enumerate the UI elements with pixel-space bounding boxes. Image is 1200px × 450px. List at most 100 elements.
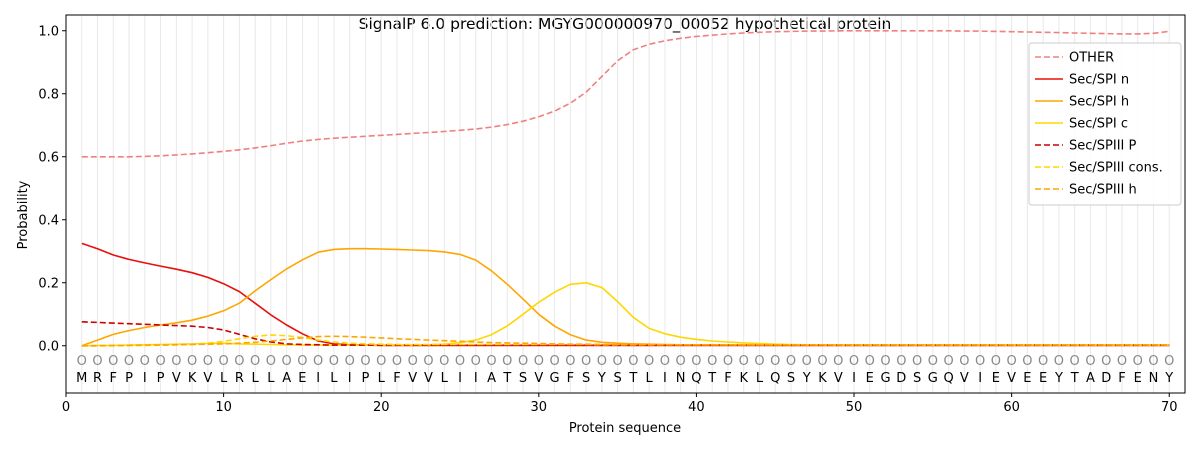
residue-marker: O [691, 354, 701, 369]
residue-letter: E [992, 371, 1000, 386]
residue-marker: O [1054, 354, 1064, 369]
series-line-sec-spi-h [81, 247, 1170, 347]
residue-letter: T [707, 371, 716, 386]
residue-marker: O [376, 354, 386, 369]
residue-letter: A [282, 371, 291, 386]
residue-letter: F [724, 371, 731, 386]
residue-letter: I [852, 371, 856, 386]
residue-letter: L [252, 371, 260, 386]
residue-letter: P [362, 371, 370, 386]
residue-letter: P [157, 371, 165, 386]
residue-letter: K [188, 371, 197, 386]
residue-letter: N [1149, 371, 1159, 386]
residue-marker: O [423, 354, 433, 369]
residue-letter: L [220, 371, 228, 386]
residue-letter: V [172, 371, 181, 386]
x-tick-label: 30 [531, 400, 548, 415]
residue-letter: T [1070, 371, 1079, 386]
series-line-sec-spi-c [81, 281, 1170, 347]
residue-letter: D [1101, 371, 1111, 386]
residue-marker: O [1007, 354, 1017, 369]
residue-marker: O [329, 354, 339, 369]
x-tick-label: 50 [846, 400, 863, 415]
residue-letter: F [110, 371, 117, 386]
residue-marker: O [959, 354, 969, 369]
x-tick-label: 0 [62, 400, 70, 415]
x-axis-label: Protein sequence [569, 421, 681, 436]
residue-marker: O [439, 354, 449, 369]
residue-letter: F [393, 371, 400, 386]
residue-marker: O [549, 354, 559, 369]
residue-marker: O [1164, 354, 1174, 369]
residue-marker: O [676, 354, 686, 369]
residue-marker: O [140, 354, 150, 369]
residue-letter: I [348, 371, 352, 386]
residue-letter: S [582, 371, 590, 386]
residue-marker: O [943, 354, 953, 369]
residue-letter: V [960, 371, 969, 386]
residue-marker: O [360, 354, 370, 369]
residue-marker: O [991, 354, 1001, 369]
series-line-sec-spi-n [81, 242, 1170, 347]
residue-marker: O [1133, 354, 1143, 369]
residue-marker: O [802, 354, 812, 369]
residue-marker: O [297, 354, 307, 369]
residue-marker: O [77, 354, 87, 369]
residue-marker: O [1117, 354, 1127, 369]
legend: OTHER Sec/SPI n Sec/SPI h Sec/SPI c Sec/SPII… [1028, 42, 1182, 206]
residue-letter: A [487, 371, 496, 386]
residue-marker: O [171, 354, 181, 369]
residue-letter: L [378, 371, 386, 386]
plot-frame [65, 14, 1186, 394]
residue-letter: Q [943, 371, 953, 386]
residue-marker: O [92, 354, 102, 369]
residue-letter: I [978, 371, 982, 386]
residue-letter: E [298, 371, 306, 386]
legend-label: Sec/SPI c [1069, 117, 1128, 132]
residue-marker: O [534, 354, 544, 369]
legend-label: OTHER [1069, 51, 1114, 66]
y-tick-label: 0.4 [38, 213, 59, 228]
residue-letter: Q [770, 371, 780, 386]
residue-letter: I [458, 371, 462, 386]
residue-marker: O [865, 354, 875, 369]
residue-letter: V [1007, 371, 1016, 386]
legend-label: Sec/SPI h [1069, 95, 1129, 110]
residue-letter: S [519, 371, 527, 386]
residue-marker: O [1038, 354, 1048, 369]
residue-letter: P [125, 371, 133, 386]
residue-letter: F [567, 371, 574, 386]
residue-letter: E [866, 371, 874, 386]
residue-marker: O [928, 354, 938, 369]
residue-letter: Y [1164, 371, 1173, 386]
residue-letter: D [896, 371, 906, 386]
residue-letter: V [203, 371, 212, 386]
residue-marker: O [565, 354, 575, 369]
residue-letter: E [1134, 371, 1142, 386]
residue-marker: O [266, 354, 276, 369]
residue-letter: G [550, 371, 560, 386]
legend-label: Sec/SPIII P [1069, 139, 1137, 154]
residue-letter: Y [597, 371, 606, 386]
series-lines [81, 29, 1170, 347]
y-axis-label: Probability [16, 180, 31, 249]
residue-letter: K [739, 371, 748, 386]
residue-marker: O [471, 354, 481, 369]
residue-marker: O [833, 354, 843, 369]
residue-letter: S [787, 371, 795, 386]
x-tick-label: 20 [373, 400, 390, 415]
x-tick-label: 10 [215, 400, 232, 415]
residue-letter: L [267, 371, 275, 386]
residue-letter: L [756, 371, 764, 386]
residue-marker: O [896, 354, 906, 369]
y-tick-label: 0.0 [38, 339, 59, 354]
residue-marker: O [187, 354, 197, 369]
residue-letter: I [474, 371, 478, 386]
residue-letter: R [93, 371, 102, 386]
residue-marker: O [1148, 354, 1158, 369]
residue-marker: O [203, 354, 213, 369]
residue-letter: N [676, 371, 686, 386]
residue-marker: O [313, 354, 323, 369]
residue-marker: O [660, 354, 670, 369]
